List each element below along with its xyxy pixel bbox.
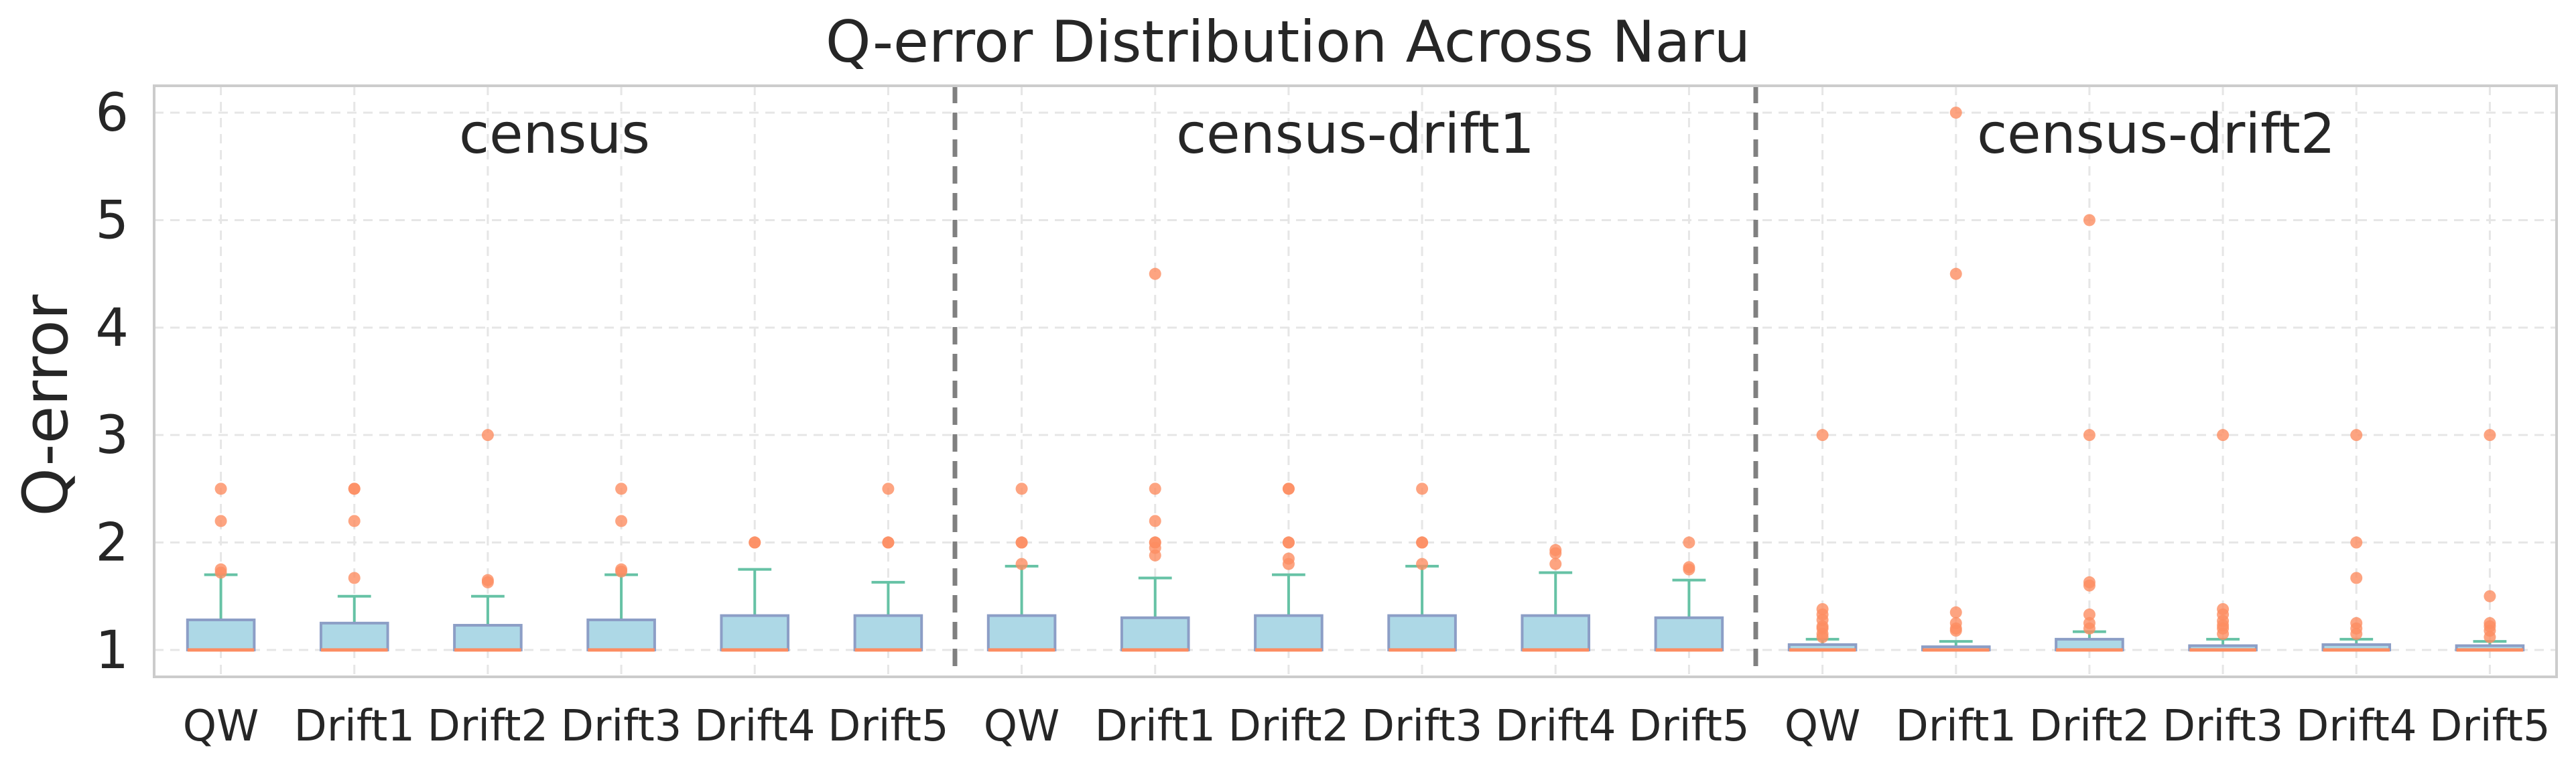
outlier-point xyxy=(481,429,494,442)
outlier-point xyxy=(2083,617,2096,629)
plot-frame xyxy=(153,84,2558,678)
outlier-point xyxy=(1683,536,1695,549)
x-tick-label: Drift3 xyxy=(561,702,682,751)
box-body xyxy=(1120,616,1190,651)
x-tick-label: Drift3 xyxy=(1362,702,1483,751)
group-separators xyxy=(952,86,1758,677)
outlier-point xyxy=(1949,617,1962,629)
outlier-point xyxy=(1149,536,1161,549)
x-tick-label: QW xyxy=(183,702,259,751)
outlier-point xyxy=(1949,606,1962,619)
chart-title: Q-error Distribution Across Naru xyxy=(826,9,1750,76)
outlier-point xyxy=(2083,429,2096,442)
box-body xyxy=(720,614,790,651)
x-tick-label: Drift1 xyxy=(1094,702,1216,751)
outlier-point xyxy=(2484,429,2496,442)
outlier-point xyxy=(1416,536,1429,549)
outlier-point xyxy=(2350,536,2363,549)
x-tick-label: Drift4 xyxy=(1495,702,1616,751)
x-tick-label: Drift4 xyxy=(694,702,816,751)
x-tick-label: Drift5 xyxy=(1628,702,1750,751)
y-tick-label: 2 xyxy=(95,513,129,574)
box-body xyxy=(1654,616,1724,651)
outlier-point xyxy=(2484,590,2496,602)
box-body xyxy=(986,614,1057,651)
outlier-point xyxy=(2350,572,2363,584)
x-tick-label: Drift1 xyxy=(294,702,415,751)
x-tick-label: Drift3 xyxy=(2163,702,2284,751)
outlier-point xyxy=(1149,482,1161,495)
outlier-point xyxy=(1949,107,1962,119)
outlier-point xyxy=(2083,608,2096,621)
outlier-point xyxy=(348,572,361,584)
x-tick-label: Drift1 xyxy=(1895,702,2016,751)
outlier-point xyxy=(882,482,895,495)
group-label: census-drift2 xyxy=(1977,103,2335,166)
outlier-point xyxy=(1149,515,1161,527)
outlier-point xyxy=(882,536,895,549)
outlier-point xyxy=(348,515,361,527)
outlier-point xyxy=(2083,214,2096,227)
outlier-point xyxy=(2083,576,2096,588)
x-tick-label: Drift2 xyxy=(2029,702,2150,751)
outlier-point xyxy=(1949,267,1962,280)
x-tick-label: Drift2 xyxy=(428,702,549,751)
x-tick-label: QW xyxy=(984,702,1060,751)
outlier-point xyxy=(2217,602,2230,615)
y-tick-label: 5 xyxy=(95,190,129,251)
box-body xyxy=(1387,614,1457,651)
x-tick-label: Drift5 xyxy=(828,702,949,751)
x-tick-label: Drift5 xyxy=(2429,702,2551,751)
outlier-point xyxy=(615,563,628,576)
outlier-point xyxy=(214,563,227,576)
box-plots xyxy=(186,564,2525,652)
outlier-point xyxy=(214,482,227,495)
outlier-points xyxy=(214,107,2496,643)
outlier-point xyxy=(615,515,628,527)
outlier-point xyxy=(481,574,494,586)
outlier-point xyxy=(1549,543,1562,556)
box-body xyxy=(1254,614,1324,651)
outlier-point xyxy=(348,482,361,495)
outlier-point xyxy=(1282,482,1295,495)
outlier-point xyxy=(1149,267,1161,280)
outlier-point xyxy=(1015,536,1028,549)
y-tick-label: 3 xyxy=(95,405,129,466)
outlier-point xyxy=(2350,617,2363,629)
outlier-point xyxy=(1015,482,1028,495)
outlier-point xyxy=(1416,558,1429,570)
outlier-point xyxy=(749,536,761,549)
box-body xyxy=(319,621,389,651)
y-axis-label: Q-error xyxy=(10,294,82,516)
outlier-point xyxy=(615,482,628,495)
outlier-point xyxy=(1816,429,1829,442)
group-label: census xyxy=(459,103,650,166)
outlier-point xyxy=(1282,536,1295,549)
x-tick-label: Drift2 xyxy=(1228,702,1350,751)
box-body xyxy=(186,619,256,651)
box-body xyxy=(453,624,523,651)
x-tick-label: QW xyxy=(1785,702,1861,751)
y-tick-label: 6 xyxy=(95,83,129,143)
outlier-point xyxy=(1416,482,1429,495)
group-label: census-drift1 xyxy=(1176,103,1535,166)
y-tick-label: 1 xyxy=(95,621,129,681)
outlier-point xyxy=(1015,558,1028,570)
outlier-point xyxy=(2484,617,2496,629)
outlier-point xyxy=(1549,558,1562,570)
box-body xyxy=(586,619,656,651)
outlier-point xyxy=(2350,429,2363,442)
outlier-point xyxy=(1282,552,1295,565)
outlier-point xyxy=(1816,602,1829,615)
box-body xyxy=(1521,614,1591,651)
x-tick-label: Drift4 xyxy=(2296,702,2417,751)
outlier-point xyxy=(214,515,227,527)
box-body xyxy=(853,614,923,651)
outlier-point xyxy=(2217,429,2230,442)
outlier-point xyxy=(1683,561,1695,574)
y-tick-label: 4 xyxy=(95,298,129,359)
grid-lines xyxy=(154,86,2557,677)
